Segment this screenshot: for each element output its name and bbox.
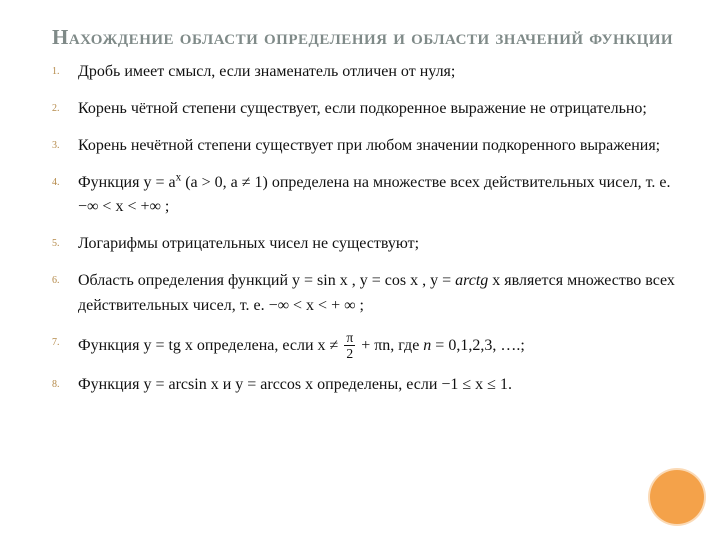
- list-item: Функция y = tg x определена, если x ≠ π2…: [78, 331, 676, 361]
- slide-title: Нахождение области определения и области…: [52, 24, 676, 50]
- item-text: Логарифмы отрицательных чисел не существ…: [78, 235, 419, 252]
- item-text-b: + πn, где: [357, 336, 423, 353]
- list-item: Дробь имеет смысл, если знаменатель отли…: [78, 60, 676, 85]
- rule-list: Дробь имеет смысл, если знаменатель отли…: [52, 60, 676, 397]
- list-item: Область определения функций y = sin x , …: [78, 269, 676, 319]
- list-item: Логарифмы отрицательных чисел не существ…: [78, 232, 676, 257]
- fraction-numerator: π: [344, 331, 355, 347]
- slide: Нахождение области определения и области…: [0, 0, 720, 540]
- list-item: Корень нечётной степени существует при л…: [78, 134, 676, 159]
- item-text: Корень нечётной степени существует при л…: [78, 137, 660, 154]
- fraction-denominator: 2: [344, 346, 355, 361]
- list-item: Функция y = arcsin x и y = arccos x опре…: [78, 373, 676, 398]
- math-arctg: arctg: [455, 272, 488, 289]
- fraction: π2: [344, 331, 355, 361]
- item-text-a: Функция y = tg x определена, если x ≠: [78, 336, 342, 353]
- item-text: Дробь имеет смысл, если знаменатель отли…: [78, 63, 455, 80]
- list-item: Корень чётной степени существует, если п…: [78, 97, 676, 122]
- decorative-circle: [648, 468, 706, 526]
- item-text: Корень чётной степени существует, если п…: [78, 100, 647, 117]
- list-item: Функция y = ax (a > 0, a ≠ 1) определена…: [78, 171, 676, 221]
- item-text-a: Функция y = a: [78, 174, 176, 191]
- item-text-a: Область определения функций y = sin x , …: [78, 272, 455, 289]
- item-text: Функция y = arcsin x и y = arccos x опре…: [78, 376, 512, 393]
- item-text-c: = 0,1,2,3, ….;: [431, 336, 524, 353]
